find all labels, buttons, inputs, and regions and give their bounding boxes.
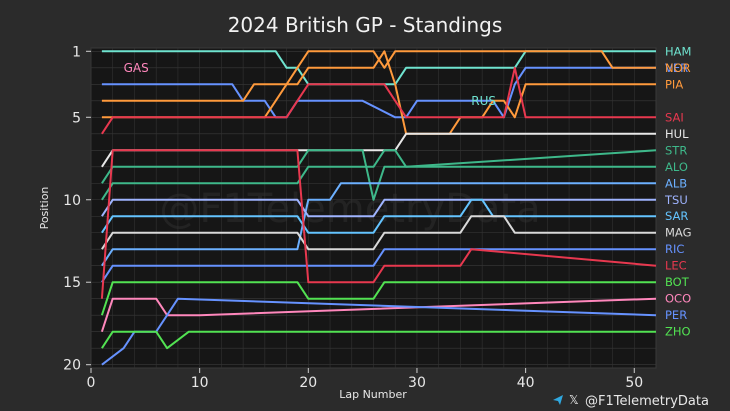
driver-label-alb: ALB	[665, 176, 687, 190]
series-line-ric	[101, 248, 656, 283]
series-line-str	[101, 149, 657, 201]
x-tick-label: 20	[299, 375, 317, 391]
inline-label-gas: GAS	[124, 61, 149, 75]
series-line-sar	[101, 198, 656, 234]
series-line-sai	[101, 66, 656, 135]
driver-label-str: STR	[665, 143, 687, 157]
series-line-oco	[100, 297, 657, 333]
driver-label-nor: NOR	[665, 61, 691, 75]
driver-label-oco: OCO	[665, 292, 691, 306]
x-tick-label: 10	[191, 375, 209, 391]
driver-label-tsu: TSU	[664, 193, 688, 207]
telegram-icon	[553, 395, 563, 405]
y-tick-label: 10	[63, 193, 81, 209]
driver-label-sar: SAR	[665, 209, 688, 223]
driver-label-alo: ALO	[665, 160, 688, 174]
inline-label-rus: RUS	[471, 94, 496, 108]
driver-label-hul: HUL	[665, 127, 689, 141]
series-line-tsu	[101, 198, 656, 218]
series-line-alo	[101, 149, 656, 201]
driver-label-sai: SAI	[665, 110, 684, 124]
driver-label-lec: LEC	[665, 259, 687, 273]
credit-handle: @F1TelemetryData	[585, 394, 709, 409]
x-logo-icon: 𝕏	[569, 393, 579, 407]
series-layer	[100, 50, 657, 366]
x-tick-label: 30	[408, 375, 426, 391]
driver-label-ric: RIC	[665, 242, 684, 256]
watermark: @F1TelemetryData	[159, 186, 540, 232]
driver-label-bot: BOT	[665, 275, 690, 289]
x-tick-label: 0	[87, 375, 96, 391]
driver-label-per: PER	[665, 308, 687, 322]
y-tick-label: 20	[63, 358, 81, 374]
y-tick-label: 15	[63, 275, 81, 291]
credit: 𝕏 @F1TelemetryData	[553, 393, 709, 409]
y-tick-label: 1	[72, 44, 81, 60]
y-tick-label: 5	[72, 110, 81, 126]
driver-label-pia: PIA	[665, 77, 683, 91]
inline-labels: GAS RUS	[124, 61, 496, 108]
series-line-alb	[101, 182, 656, 267]
driver-label-ham: HAM	[665, 44, 691, 58]
driver-label-ver: VER	[665, 61, 688, 75]
y-axis-title: Position	[38, 187, 51, 230]
series-line-bot	[100, 281, 656, 316]
x-tick-label: 40	[517, 375, 535, 391]
series-line-lec	[100, 149, 657, 299]
x-tick-label: 50	[625, 375, 643, 391]
series-line-zho	[101, 330, 656, 350]
chart-title: 2024 British GP - Standings	[228, 13, 503, 37]
series-line-mag	[101, 215, 656, 251]
driver-label-zho: ZHO	[665, 325, 691, 339]
driver-label-mag: MAG	[665, 226, 692, 240]
x-axis-title: Lap Number	[339, 388, 407, 401]
